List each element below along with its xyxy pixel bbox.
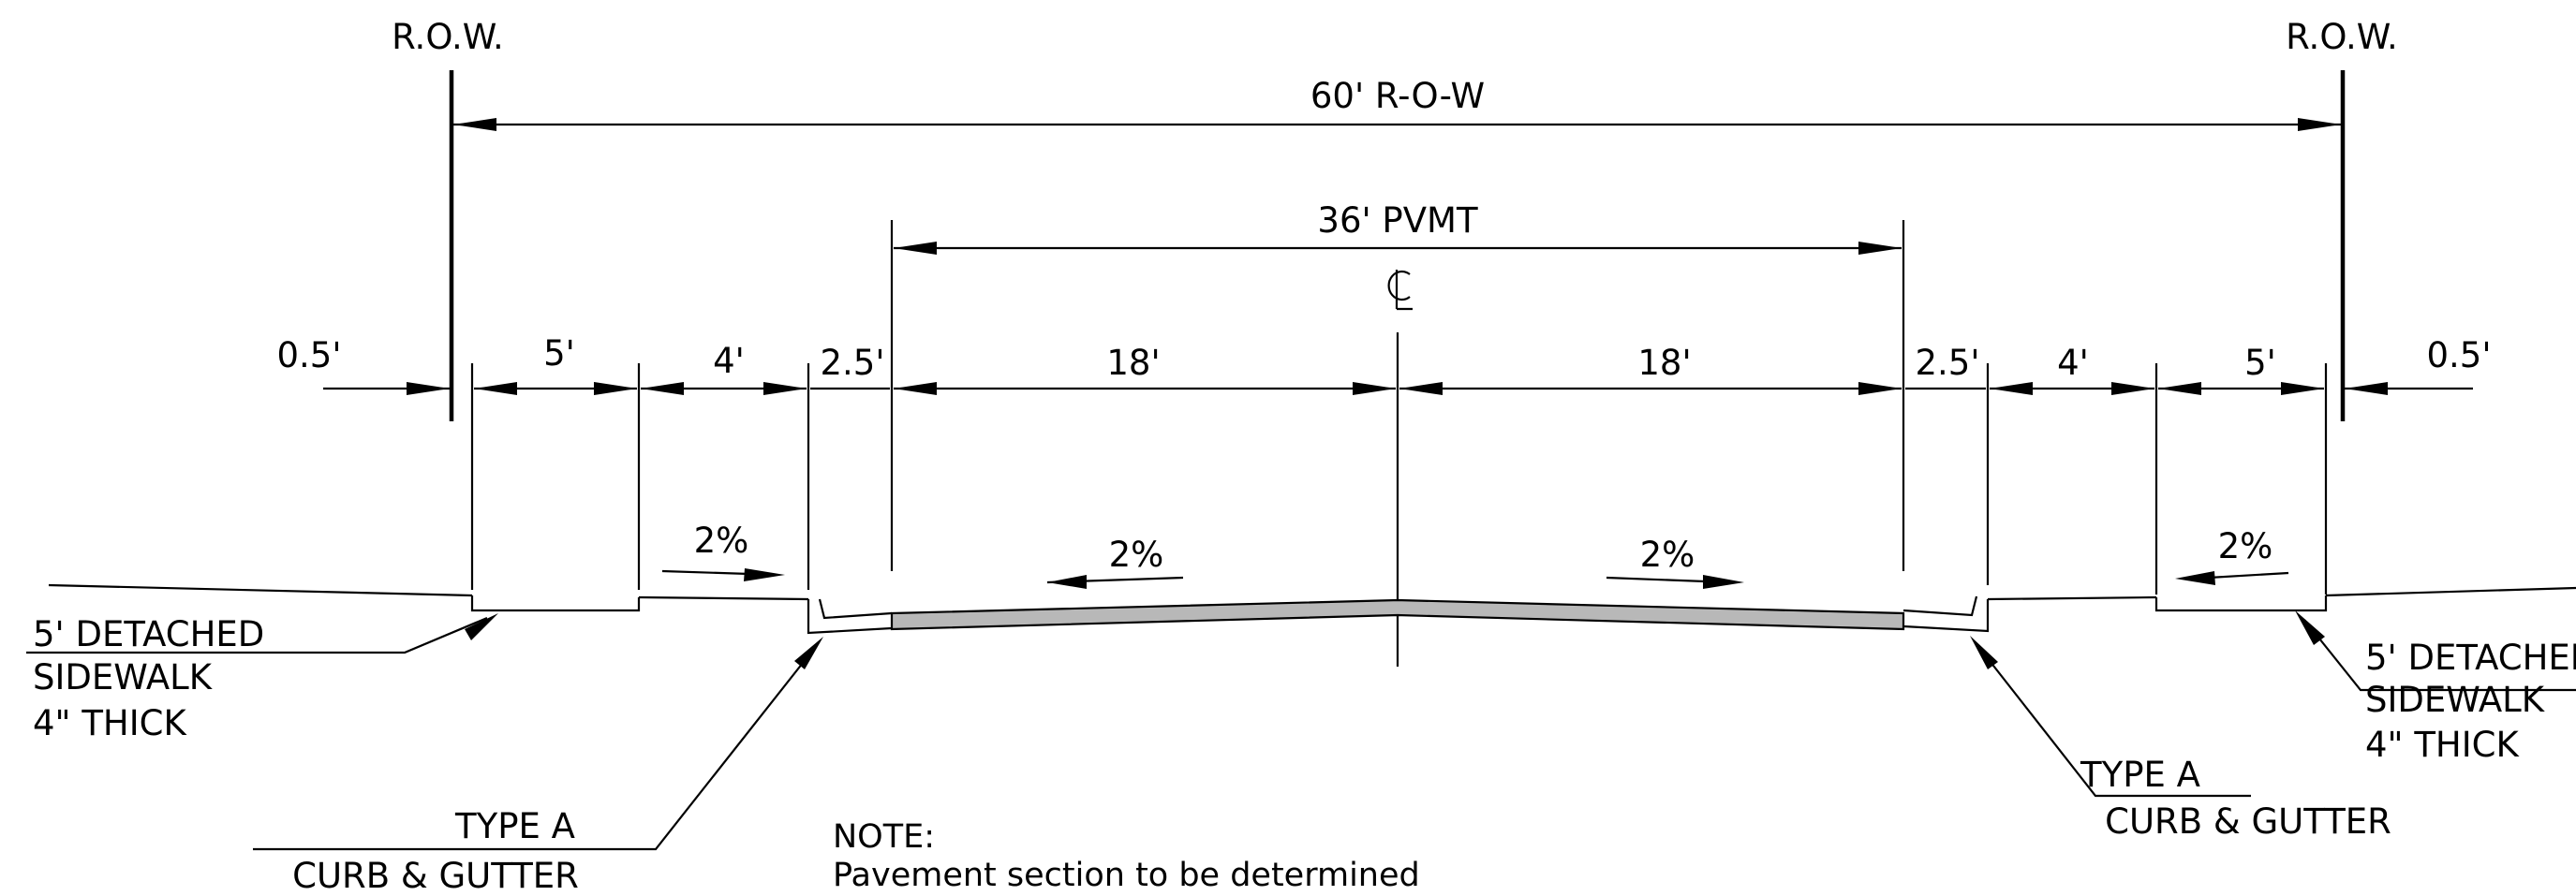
pavement-extension-lines [890, 220, 1905, 571]
slope-right-parkway: 2% [2218, 526, 2273, 566]
dim-left-2: 4' [713, 341, 745, 381]
dim-right-2: 4' [2057, 343, 2089, 383]
left-sidewalk-leader [26, 613, 498, 654]
dim-right-4: 0.5' [2426, 335, 2491, 375]
centerline-symbol [1387, 270, 1413, 311]
row-total-label: 60' R-O-W [1310, 76, 1485, 116]
right-curb-line-2: CURB & GUTTER [2105, 801, 2391, 842]
lower-extension-lines [470, 363, 2328, 595]
row-lines [449, 70, 2346, 421]
right-curb-line-1: TYPE A [2080, 755, 2200, 795]
slope-right-lane: 2% [1640, 535, 1695, 575]
dim-left-4: 18' [1106, 343, 1160, 383]
pavement-dimension-line [894, 242, 1902, 255]
left-sidewalk-line-3: 4" THICK [33, 703, 187, 743]
slope-arrows [661, 568, 2289, 589]
ground-profile [48, 583, 2576, 635]
dim-right-0: 18' [1637, 343, 1691, 383]
dim-right-1: 2.5' [1915, 343, 1979, 383]
left-sidewalk-line-1: 5' DETACHED [33, 614, 264, 654]
left-curb-line-2: CURB & GUTTER [292, 856, 579, 896]
right-sidewalk-line-2: SIDEWALK [2365, 680, 2546, 720]
right-sidewalk-line-3: 4" THICK [2365, 725, 2520, 765]
right-row-label: R.O.W. [2286, 17, 2398, 57]
pavement-section [890, 598, 1905, 631]
pavement-width-label: 36' PVMT [1317, 200, 1478, 241]
dim-left-3: 2.5' [820, 343, 884, 383]
row-dimension-line [453, 118, 2341, 131]
right-sidewalk-line-1: 5' DETACHED [2365, 638, 2576, 678]
left-row-label: R.O.W. [392, 17, 504, 57]
left-curb-leader [253, 637, 823, 851]
note-title: NOTE: [833, 818, 935, 856]
right-curb-leader [1970, 636, 2251, 798]
dimension-chain [323, 382, 2473, 395]
slope-left-parkway: 2% [694, 521, 749, 561]
dim-right-3: 5' [2244, 343, 2276, 383]
dim-left-0: 0.5' [276, 335, 341, 375]
dim-left-1: 5' [543, 333, 575, 374]
right-sidewalk-leader [2295, 610, 2576, 692]
slope-left-lane: 2% [1109, 535, 1164, 575]
note-text: Pavement section to be determined [833, 857, 1420, 894]
left-sidewalk-line-2: SIDEWALK [33, 657, 214, 698]
left-curb-line-1: TYPE A [454, 806, 575, 846]
